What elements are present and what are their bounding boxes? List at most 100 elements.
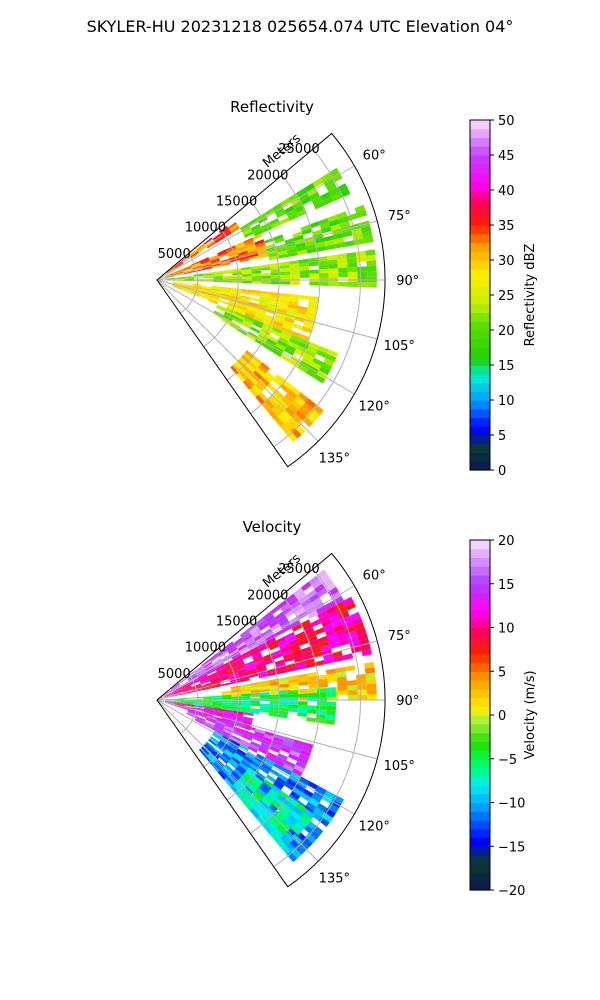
field-cell — [216, 304, 227, 310]
field-cell — [290, 274, 300, 279]
field-cell — [273, 317, 285, 324]
field-cell — [172, 284, 182, 289]
field-cell — [279, 686, 290, 691]
field-cell — [288, 300, 299, 306]
field-cell — [164, 693, 174, 698]
azimuth-tick-label: 105° — [384, 339, 415, 354]
field-cell — [210, 292, 221, 297]
field-cell — [229, 323, 239, 331]
field-cell — [224, 748, 235, 757]
azimuth-tick-label: 60° — [363, 149, 386, 164]
field-cell — [242, 380, 252, 390]
colorbar-segment — [470, 216, 490, 226]
field-cell — [290, 600, 301, 610]
field-cell — [223, 711, 234, 715]
field-cell — [289, 642, 300, 650]
field-cell — [208, 753, 217, 763]
field-cell — [207, 672, 218, 678]
field-cell — [210, 750, 220, 759]
field-cell — [269, 294, 280, 300]
field-cell — [203, 273, 214, 276]
field-cell — [280, 281, 291, 285]
field-cell — [295, 660, 306, 667]
field-cell — [297, 708, 308, 714]
field-cell — [365, 254, 376, 262]
field-cell — [181, 289, 191, 294]
field-cell — [206, 715, 217, 721]
colorbar-segment — [470, 872, 490, 882]
field-cell — [238, 741, 249, 749]
field-cell — [259, 293, 271, 298]
field-cell — [211, 763, 220, 773]
field-cell — [284, 631, 296, 640]
field-cell — [318, 682, 329, 688]
field-cell — [337, 262, 348, 269]
field-cell — [232, 716, 243, 721]
field-cell — [275, 342, 286, 351]
field-cell — [257, 379, 268, 390]
field-cell — [219, 740, 229, 748]
field-cell — [276, 636, 287, 644]
colorbar-segment — [470, 881, 490, 891]
field-cell — [218, 252, 229, 259]
field-cell — [248, 301, 259, 307]
field-cell — [235, 243, 246, 250]
field-cell — [291, 649, 303, 657]
field-cell — [288, 697, 299, 702]
colorbar-tick-label: 0 — [498, 709, 506, 724]
field-cell — [229, 257, 240, 263]
field-cell — [252, 356, 263, 365]
colorbar-segment — [470, 286, 490, 296]
field-cell — [180, 681, 190, 688]
field-cell — [367, 271, 377, 277]
field-cell — [262, 823, 274, 835]
field-cell — [245, 638, 256, 647]
field-cell — [213, 274, 223, 277]
field-cell — [346, 680, 357, 686]
field-cell — [242, 732, 254, 739]
range-tick-label: 5000 — [158, 247, 191, 262]
field-cell — [275, 374, 286, 384]
field-cell — [201, 288, 212, 292]
field-cell — [172, 284, 183, 288]
field-cell — [325, 714, 336, 721]
field-cell — [355, 627, 367, 636]
azimuth-tick-label: 90° — [396, 274, 419, 289]
field-cell — [189, 250, 199, 257]
field-cell — [338, 281, 348, 287]
field-cell — [221, 229, 231, 237]
field-cell — [219, 225, 228, 234]
field-cell — [287, 675, 298, 681]
field-cell — [254, 659, 265, 666]
field-cell — [279, 292, 290, 298]
field-cell — [271, 739, 283, 747]
field-cell — [344, 625, 356, 634]
field-cell — [181, 682, 191, 688]
field-cell — [280, 326, 292, 334]
field-cell — [220, 318, 231, 326]
field-cell — [239, 223, 250, 231]
field-cell — [229, 297, 240, 302]
field-cell — [273, 779, 285, 789]
field-cell — [367, 282, 377, 288]
field-cell — [174, 278, 185, 280]
field-cell — [292, 604, 304, 613]
field-cell — [206, 241, 216, 249]
field-cell — [220, 258, 230, 263]
field-cell — [305, 311, 317, 318]
field-cell — [270, 275, 281, 279]
field-cell — [305, 631, 317, 639]
range-tick-label: 20000 — [247, 588, 288, 603]
field-cell — [291, 623, 303, 632]
field-cell — [297, 816, 309, 828]
field-cell — [258, 799, 269, 811]
field-cell — [237, 305, 248, 311]
field-cell — [300, 792, 312, 802]
field-cell — [209, 676, 220, 682]
field-cell — [211, 683, 222, 687]
range-tick-label: 15000 — [216, 614, 257, 629]
field-cell — [311, 647, 322, 655]
field-cell — [216, 305, 226, 312]
colorbar-segment — [470, 347, 490, 357]
field-cell — [234, 726, 245, 733]
